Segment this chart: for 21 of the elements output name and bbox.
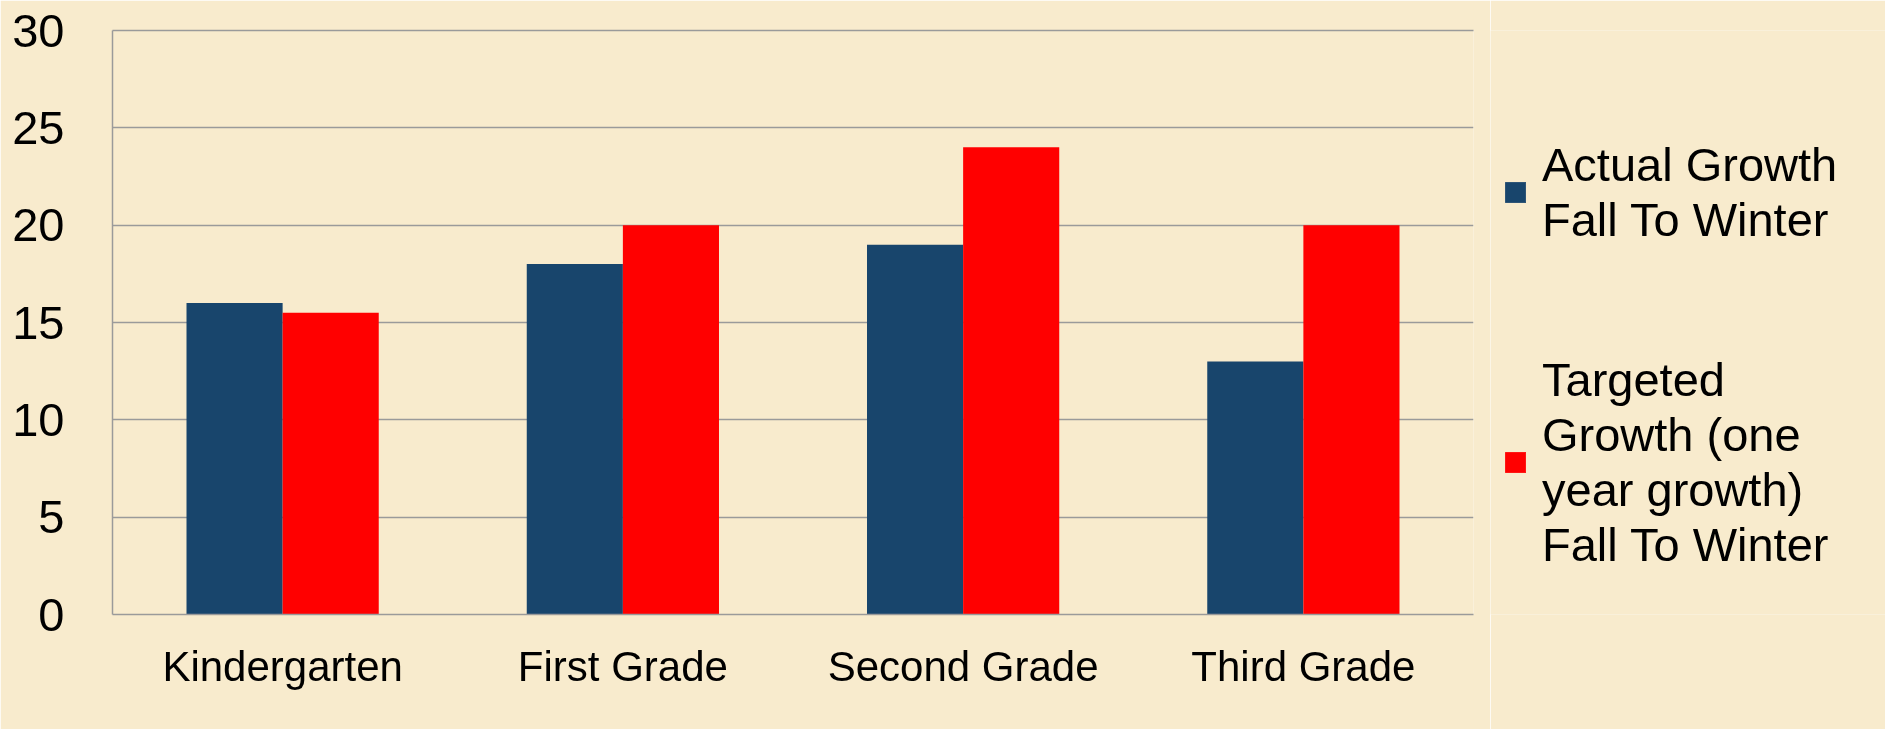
y-tick-label: 0 [38,587,65,641]
bar [186,303,283,615]
bar [282,312,379,615]
x-tick-label: Third Grade [1191,642,1416,690]
x-tick-label: Kindergarten [162,642,403,690]
x-tick-label: First Grade [517,642,728,690]
legend-label: Actual Growth Fall To Winter [1542,137,1838,247]
y-tick-label: 15 [12,295,65,349]
y-tick-label: 5 [38,490,65,544]
y-tick-label: 30 [12,3,65,57]
y-tick-label: 10 [12,392,65,446]
bar [867,244,964,615]
bar [963,147,1060,615]
y-tick-label: 20 [12,198,65,252]
bar [622,225,719,615]
bar [1207,361,1304,615]
bar [1303,225,1400,615]
y-tick-label: 25 [12,100,65,154]
legend-label: Targeted Growth (one year growth) Fall To Winter [1542,352,1829,572]
bar [526,264,623,615]
x-tick-label: Second Grade [827,642,1099,690]
